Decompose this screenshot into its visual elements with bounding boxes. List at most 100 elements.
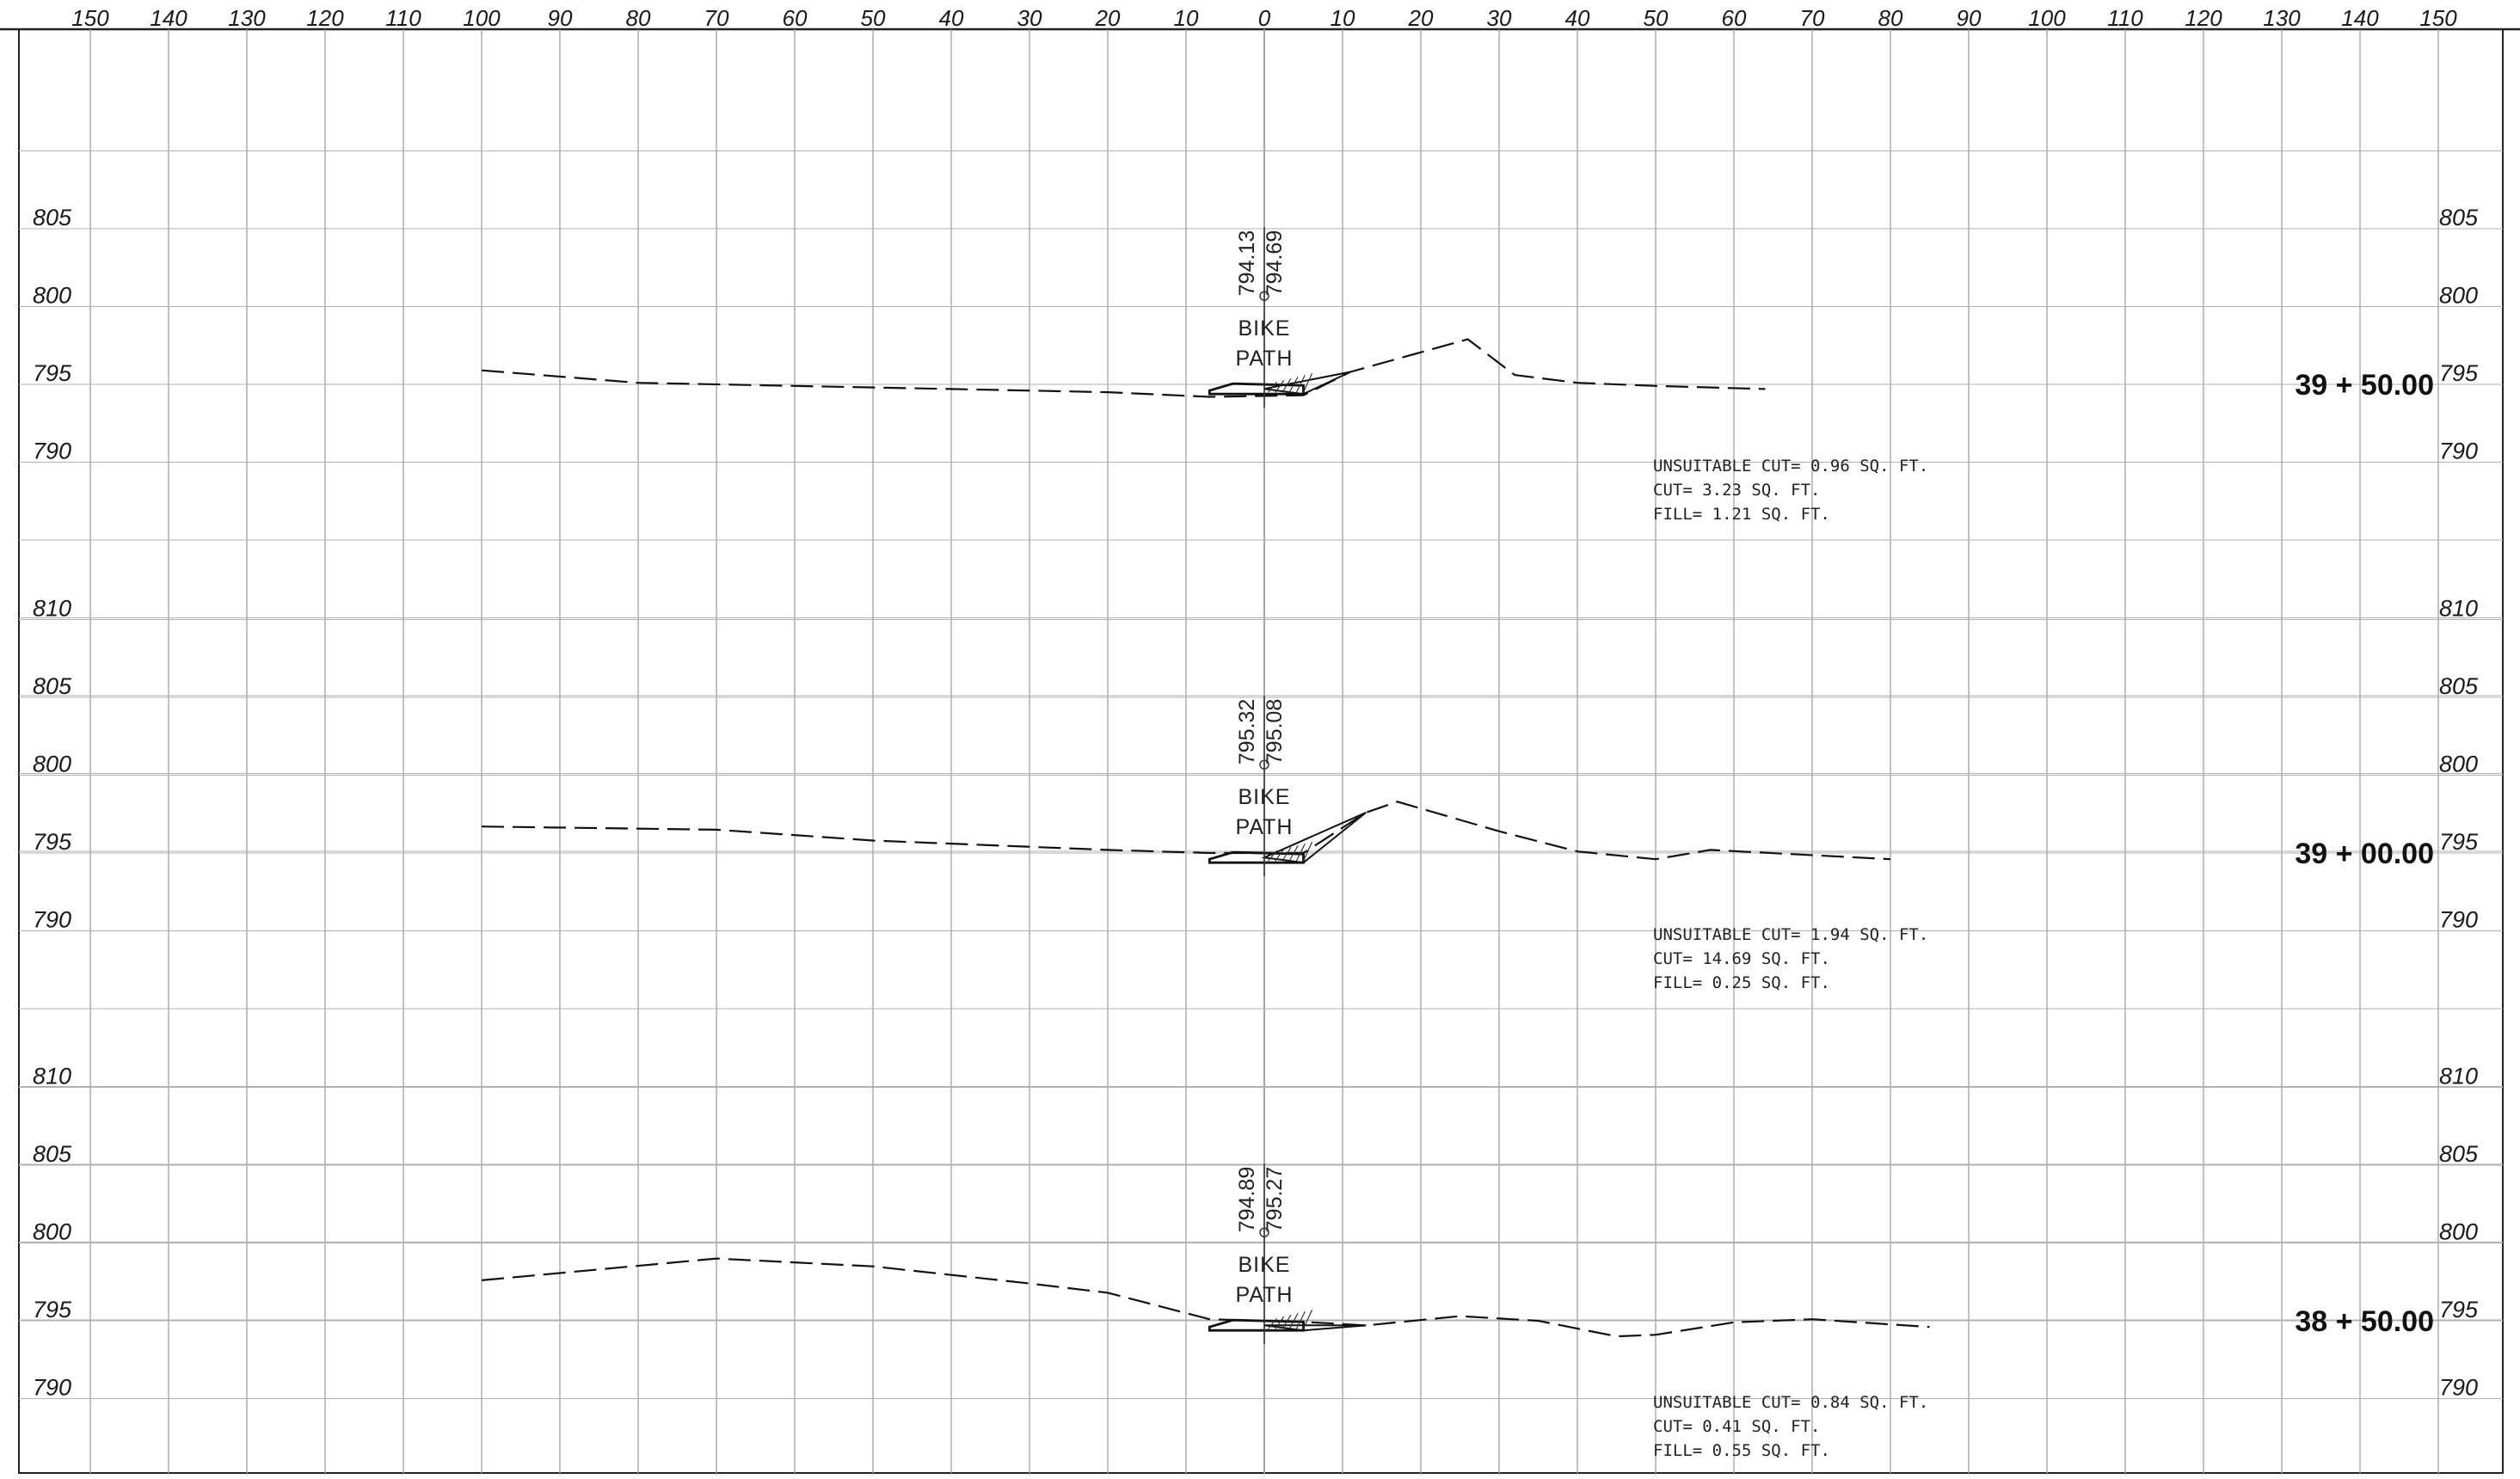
- left-edge-elevation: 795.32: [1235, 699, 1259, 764]
- existing-ground-line: [481, 1257, 1930, 1338]
- scale-label: 70: [704, 5, 729, 31]
- elevation-label-left: 805: [33, 1141, 72, 1167]
- path-label: PATH: [1236, 815, 1294, 839]
- scale-label: 100: [2028, 5, 2066, 31]
- cut-wedge: [1263, 371, 1351, 396]
- elevation-label-left: 800: [33, 1219, 71, 1245]
- scale-label: 70: [1800, 5, 1825, 31]
- elevation-label-left: 790: [33, 1375, 71, 1401]
- scale-label: 60: [1722, 5, 1747, 31]
- scale-label: 30: [1017, 5, 1042, 31]
- cut-wedge: [1261, 811, 1367, 864]
- scale-label: 130: [228, 5, 266, 31]
- hatch-line: [1268, 1317, 1278, 1329]
- scale-label: 140: [2341, 5, 2379, 31]
- hatch-line: [1302, 841, 1313, 862]
- hatch-line: [1288, 844, 1299, 862]
- hatch-line: [1288, 1312, 1299, 1329]
- hatch-line: [1268, 381, 1278, 393]
- left-edge-elevation: 794.13: [1235, 230, 1259, 296]
- top-offset-scale: 150 140 130 120 110 100 90 80 70 60 50 40 30 20 10 0 10 2…: [71, 5, 2457, 31]
- scale-label: 80: [1878, 5, 1903, 31]
- scale-label: 50: [861, 5, 886, 31]
- scale-label: 110: [385, 5, 421, 31]
- path-label: PATH: [1236, 1283, 1294, 1307]
- hatch-line: [1295, 374, 1306, 393]
- cross-section: 810 805 800 795 790 810 805 800 795 790 794.89 795.…: [33, 1064, 2479, 1461]
- quantity-note: CUT= 0.41 SQ. FT.: [1653, 1417, 1820, 1436]
- scale-label: 120: [306, 5, 344, 31]
- right-edge-elevation: 794.69: [1263, 230, 1287, 296]
- centerline-symbol: [1259, 291, 1269, 301]
- scale-label: 130: [2263, 5, 2301, 31]
- hatch-line: [1302, 1309, 1313, 1329]
- quantity-note: FILL= 0.55 SQ. FT.: [1653, 1441, 1830, 1460]
- right-edge-elevation: 795.08: [1263, 699, 1287, 764]
- quantity-note: FILL= 0.25 SQ. FT.: [1653, 973, 1830, 992]
- elevation-label-right: 790: [2439, 907, 2478, 933]
- quantity-note: FILL= 1.21 SQ. FT.: [1653, 505, 1830, 524]
- elevation-label-right: 810: [2439, 1064, 2478, 1089]
- bike-label: BIKE: [1238, 316, 1291, 341]
- hatch-line: [1282, 1314, 1292, 1329]
- quantity-note: UNSUITABLE CUT= 1.94 SQ. FT.: [1653, 925, 1928, 944]
- sections: 805 800 795 790 805 800 795 790 794.13 794.69 BIKE…: [33, 205, 2479, 1460]
- scale-label: 40: [939, 5, 964, 31]
- elevation-label-left: 795: [33, 829, 72, 855]
- elevation-label-left: 805: [33, 205, 72, 230]
- elevation-label-left: 800: [33, 283, 71, 309]
- elevation-label-right: 795: [2439, 360, 2479, 386]
- path-label: PATH: [1236, 347, 1294, 371]
- bike-path-template: [1208, 382, 1305, 396]
- cross-section: 810 805 800 795 790 810 805 800 795 790 795.32 795.…: [33, 596, 2479, 993]
- hatch-line: [1282, 377, 1292, 393]
- elevation-label-right: 805: [2439, 205, 2479, 230]
- scale-label: 90: [548, 5, 573, 31]
- elevation-label-left: 790: [33, 907, 71, 933]
- station-label: 38 + 50.00: [2295, 1305, 2434, 1338]
- elevation-label-right: 810: [2439, 596, 2478, 622]
- elevation-label-left: 810: [33, 1064, 71, 1089]
- scale-label: 30: [1487, 5, 1512, 31]
- elevation-label-right: 805: [2439, 1141, 2479, 1167]
- scale-label: 90: [1957, 5, 1982, 31]
- quantity-note: CUT= 14.69 SQ. FT.: [1653, 949, 1830, 968]
- bike-label: BIKE: [1238, 785, 1291, 809]
- scale-label: 120: [2185, 5, 2222, 31]
- scale-label: 60: [783, 5, 808, 31]
- elevation-label-left: 790: [33, 439, 71, 464]
- station-label: 39 + 50.00: [2295, 369, 2434, 402]
- elevation-label-left: 810: [33, 596, 71, 622]
- elevation-label-left: 800: [33, 752, 71, 777]
- scale-label: 20: [1408, 5, 1434, 31]
- scale-label: 80: [626, 5, 651, 31]
- scale-label: 0: [1258, 5, 1271, 31]
- cut-wedge: [1263, 1324, 1367, 1332]
- hatch-line: [1282, 846, 1292, 862]
- scale-label: 150: [71, 5, 109, 31]
- quantity-note: UNSUITABLE CUT= 0.96 SQ. FT.: [1653, 457, 1928, 476]
- quantity-note: UNSUITABLE CUT= 0.84 SQ. FT.: [1653, 1393, 1928, 1412]
- elevation-label-right: 800: [2439, 752, 2478, 777]
- left-edge-elevation: 794.89: [1235, 1167, 1259, 1232]
- station-label: 39 + 00.00: [2295, 838, 2434, 870]
- elevation-label-left: 795: [33, 1297, 72, 1323]
- hatch-line: [1275, 1316, 1285, 1329]
- hatch-line: [1268, 850, 1278, 862]
- elevation-label-right: 790: [2439, 439, 2478, 464]
- existing-ground-line: [481, 801, 1891, 861]
- elevation-label-right: 805: [2439, 673, 2479, 699]
- elevation-label-left: 805: [33, 673, 72, 699]
- right-edge-elevation: 795.27: [1263, 1167, 1287, 1232]
- scale-label: 100: [463, 5, 501, 31]
- scale-label: 10: [1331, 5, 1355, 31]
- existing-ground-line: [481, 338, 1766, 398]
- cross-section: 805 800 795 790 805 800 795 790 794.13 794.69 BIKE…: [33, 205, 2479, 524]
- scale-label: 50: [1644, 5, 1669, 31]
- hatch-line: [1275, 379, 1285, 393]
- scale-label: 150: [2419, 5, 2457, 31]
- hatch-line: [1288, 376, 1299, 393]
- hatch-line: [1295, 1310, 1306, 1329]
